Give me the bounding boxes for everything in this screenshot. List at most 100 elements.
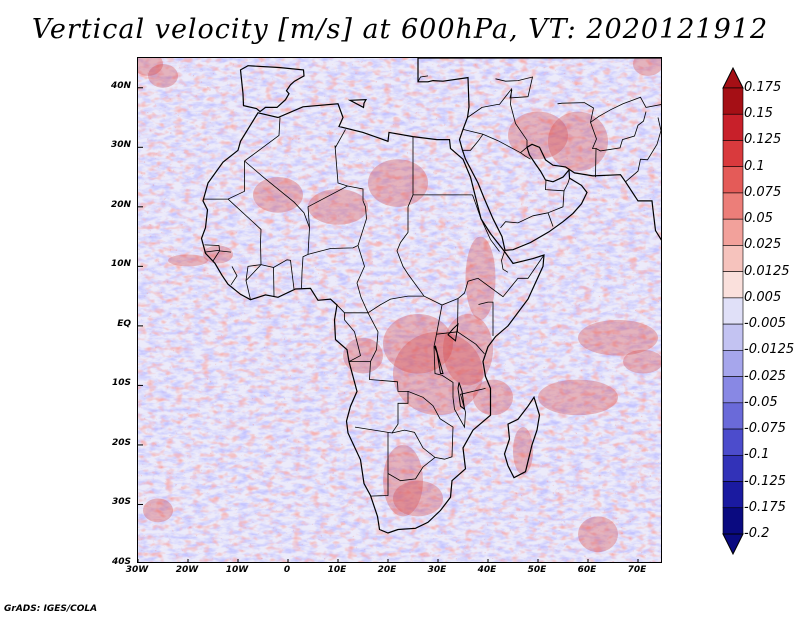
country-border [273, 259, 295, 290]
colorbar-box [722, 402, 744, 430]
colorbar-box [722, 507, 744, 535]
map-frame[interactable] [137, 57, 662, 563]
colorbar-label: -0.0125 [744, 342, 795, 358]
country-border [625, 117, 661, 183]
lat-tick-label: 20N [110, 199, 131, 210]
colorbar-label: -0.2 [744, 526, 770, 541]
country-border [354, 361, 409, 434]
country-border [204, 244, 220, 253]
lat-tick-label: EQ [117, 318, 131, 329]
country-border [462, 129, 528, 154]
lon-tick-label: 10E [327, 565, 347, 575]
colorbar-label: -0.125 [744, 473, 786, 489]
colorbar-label: -0.075 [744, 421, 786, 437]
lat-tick-label: 40S [111, 557, 131, 567]
colorbar-label: 0.0125 [744, 263, 790, 279]
colorbar-box [722, 376, 744, 404]
country-border [595, 111, 647, 152]
colorbar-label: 0.025 [744, 237, 782, 253]
country-border [501, 251, 509, 273]
colorbar-box [722, 166, 744, 194]
country-border [334, 145, 348, 187]
colorbar-box [722, 428, 744, 456]
country-border [467, 87, 528, 148]
country-border [391, 391, 454, 460]
africa-coast [200, 103, 545, 534]
lat-tick-label: 10N [110, 259, 131, 270]
colorbar-box [722, 192, 744, 220]
country-border [436, 331, 485, 355]
colorbar-box [722, 350, 744, 377]
country-border [396, 136, 545, 306]
colorbar-min-triangle [722, 533, 744, 556]
country-border [244, 117, 281, 162]
country-border [520, 152, 531, 160]
colorbar-label: -0.1 [744, 447, 770, 463]
colorbar-label: -0.05 [744, 394, 778, 410]
colorbar-box [722, 297, 744, 325]
country-border [334, 129, 346, 149]
iberia-coast [239, 65, 305, 113]
country-border [547, 190, 565, 227]
lon-tick-label: 30W [125, 565, 149, 575]
colorbar-box [722, 323, 744, 351]
country-borders [203, 75, 661, 497]
colorbar-label: -0.005 [744, 316, 786, 332]
fine-grain-texture [138, 58, 661, 562]
lat-tick-label: 10S [111, 378, 131, 389]
colorbar-box [722, 140, 744, 168]
country-border [387, 457, 436, 482]
sicily-coast [347, 99, 368, 109]
country-border [472, 194, 500, 252]
lon-tick-label: 40E [477, 565, 497, 575]
country-border [336, 304, 361, 362]
colorbar-label: 0.125 [744, 132, 782, 148]
colorbar-box [722, 271, 744, 299]
map-plot[interactable] [138, 58, 662, 563]
colorbar-box [722, 481, 744, 509]
colorbar-label: 0.1 [744, 158, 765, 174]
lon-tick-label: 70E [627, 565, 647, 575]
country-border [557, 102, 597, 178]
country-border [349, 312, 379, 362]
lon-tick-label: 20E [377, 565, 397, 575]
lon-tick-label: 0 [283, 565, 291, 575]
colorbar-box [722, 87, 744, 115]
colorbar-label: 0.05 [744, 211, 773, 227]
country-border [590, 96, 661, 123]
colorbar-box [722, 113, 744, 141]
colorbar-box [722, 218, 744, 246]
lon-tick-label: 60E [577, 565, 597, 575]
country-border [495, 76, 534, 99]
country-border [417, 75, 429, 82]
lake-outline [433, 345, 444, 374]
colorbar-box [722, 245, 744, 272]
colorbar-label: 0.15 [744, 106, 773, 122]
country-border [230, 266, 238, 286]
lat-tick-label: 20S [111, 437, 131, 448]
lat-tick-label: 40N [110, 80, 131, 91]
colorbar [722, 66, 744, 556]
map-title: Vertical velocity [m/s] at 600hPa, VT: 2… [31, 14, 769, 45]
colorbar-label: -0.025 [744, 368, 786, 384]
colorbar-label: 0.175 [744, 80, 782, 95]
madagascar-coast [503, 395, 541, 479]
colorbar-label: 0.075 [744, 184, 782, 200]
colorbar-box [722, 454, 744, 482]
lon-tick-label: 10W [225, 565, 249, 575]
coastlines [200, 58, 661, 534]
lon-tick-label: 20W [175, 565, 199, 575]
colorbar-label: -0.175 [744, 499, 786, 515]
lat-tick-label: 30N [110, 140, 131, 151]
country-border [500, 212, 549, 228]
colorbar-label: 0.005 [744, 289, 782, 305]
lon-tick-label: 50E [527, 565, 547, 575]
lat-tick-label: 30S [111, 497, 131, 508]
country-border [462, 133, 484, 151]
colorbar-max-triangle [722, 66, 744, 89]
country-border [212, 250, 232, 262]
axis-ticks [138, 87, 639, 562]
arabia-coast [417, 58, 661, 251]
lake-outline [457, 382, 466, 411]
lon-tick-label: 30E [427, 565, 447, 575]
